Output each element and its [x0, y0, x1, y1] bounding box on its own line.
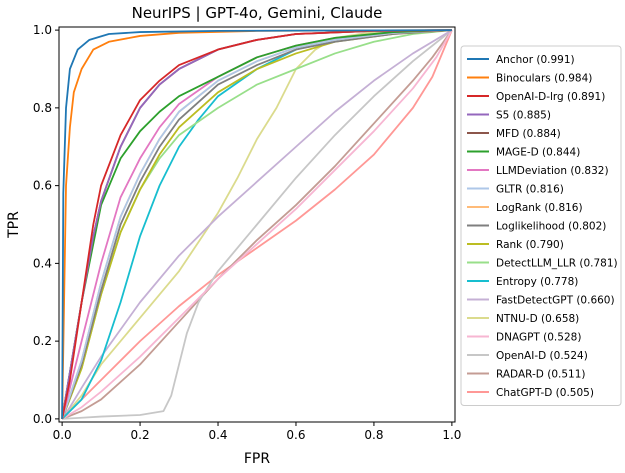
- legend-entry: OpenAI-D (0.524): [496, 350, 588, 362]
- legend-entry: NTNU-D (0.658): [496, 313, 579, 325]
- legend-entry: Binoculars (0.984): [496, 73, 592, 85]
- series-line-2: [61, 29, 452, 420]
- x-tick-label: 0.4: [208, 428, 227, 442]
- legend-entry: ChatGPT-D (0.505): [496, 387, 594, 399]
- x-tick-label: 1.0: [442, 428, 461, 442]
- series-line-16: [62, 29, 453, 420]
- legend-entry: DNAGPT (0.528): [496, 332, 581, 344]
- series-line-13: [61, 29, 453, 420]
- legend-entry: Anchor (0.991): [496, 54, 575, 66]
- x-tick-label: 0.6: [286, 428, 305, 442]
- x-axis-label: FPR: [244, 451, 270, 467]
- series-line-15: [61, 29, 453, 420]
- legend-entry: MAGE-D (0.844): [496, 147, 580, 159]
- legend-box: [460, 45, 622, 406]
- series-line-9: [61, 29, 452, 420]
- legend-entry: Entropy (0.778): [496, 276, 578, 288]
- legend-entry: GLTR (0.816): [496, 184, 564, 196]
- chart-title: NeurIPS | GPT-4o, Gemini, Claude: [132, 4, 383, 22]
- y-axis-label: TPR: [6, 211, 22, 239]
- legend-entry: LogRank (0.816): [496, 202, 583, 214]
- plot-frame: [58, 26, 456, 423]
- legend: Anchor (0.991) Binoculars (0.984) OpenAI-D…: [460, 45, 622, 406]
- legend-entry: FastDetectGPT (0.660): [496, 295, 615, 307]
- x-tick-label: 0.8: [364, 428, 383, 442]
- y-tick-label: 0.4: [33, 256, 52, 270]
- x-tick-label: 0.2: [131, 428, 150, 442]
- y-tick-label: 0.6: [33, 179, 52, 193]
- series-line-7: [61, 29, 452, 420]
- series-line-18: [61, 29, 453, 420]
- legend-entry: OpenAI-D-lrg (0.891): [496, 91, 605, 103]
- legend-entry: LLMDeviation (0.832): [496, 165, 609, 177]
- series-line-17: [61, 29, 453, 420]
- y-tick-label: 0.2: [33, 334, 52, 348]
- legend-entry: RADAR-D (0.511): [496, 369, 585, 381]
- x-axis-ticks: 0.0 0.2 0.4 0.6 0.8 1.0: [53, 422, 461, 442]
- x-tick-label: 0.0: [53, 428, 72, 442]
- y-tick-label: 1.0: [33, 23, 52, 37]
- y-axis-ticks: 0.0 0.2 0.4 0.6 0.8 1.0: [33, 23, 59, 426]
- legend-entry: Loglikelihood (0.802): [496, 221, 606, 233]
- legend-entry: S5 (0.885): [496, 110, 551, 122]
- y-tick-label: 0.0: [33, 412, 52, 426]
- curves-layer: [61, 29, 453, 420]
- legend-entry: MFD (0.884): [496, 128, 561, 140]
- series-line-0: [61, 29, 452, 419]
- legend-entry: DetectLLM_LLR (0.781): [496, 258, 618, 270]
- y-tick-label: 0.8: [33, 101, 52, 115]
- legend-entry: Rank (0.790): [496, 239, 564, 251]
- series-line-1: [61, 29, 452, 419]
